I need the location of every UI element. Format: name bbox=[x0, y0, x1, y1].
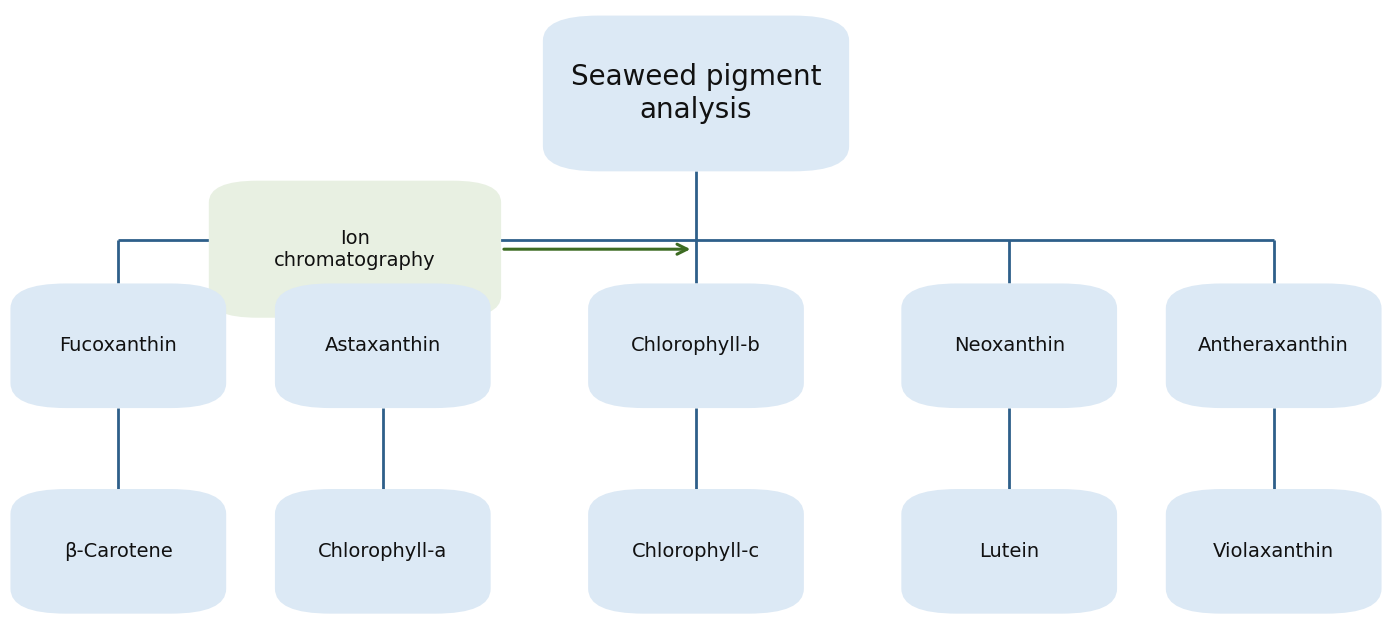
Text: Antheraxanthin: Antheraxanthin bbox=[1199, 336, 1349, 355]
Text: Seaweed pigment
analysis: Seaweed pigment analysis bbox=[571, 64, 821, 123]
FancyBboxPatch shape bbox=[1165, 489, 1382, 614]
Text: Chlorophyll-a: Chlorophyll-a bbox=[319, 542, 447, 561]
FancyBboxPatch shape bbox=[11, 489, 226, 614]
Text: β-Carotene: β-Carotene bbox=[64, 542, 173, 561]
Text: Violaxanthin: Violaxanthin bbox=[1212, 542, 1335, 561]
Text: Astaxanthin: Astaxanthin bbox=[324, 336, 441, 355]
FancyBboxPatch shape bbox=[587, 489, 805, 614]
Text: Chlorophyll-c: Chlorophyll-c bbox=[632, 542, 760, 561]
Text: Lutein: Lutein bbox=[979, 542, 1040, 561]
Text: Neoxanthin: Neoxanthin bbox=[954, 336, 1065, 355]
FancyBboxPatch shape bbox=[209, 181, 501, 318]
FancyBboxPatch shape bbox=[11, 283, 226, 408]
FancyBboxPatch shape bbox=[543, 16, 849, 171]
FancyBboxPatch shape bbox=[902, 489, 1116, 614]
Text: Chlorophyll-b: Chlorophyll-b bbox=[631, 336, 761, 355]
FancyBboxPatch shape bbox=[1165, 283, 1382, 408]
FancyBboxPatch shape bbox=[276, 489, 491, 614]
FancyBboxPatch shape bbox=[276, 283, 491, 408]
FancyBboxPatch shape bbox=[587, 283, 805, 408]
Text: Ion
chromatography: Ion chromatography bbox=[274, 229, 436, 270]
FancyBboxPatch shape bbox=[902, 283, 1116, 408]
Text: Fucoxanthin: Fucoxanthin bbox=[60, 336, 177, 355]
